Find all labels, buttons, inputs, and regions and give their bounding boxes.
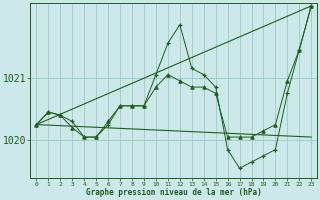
X-axis label: Graphe pression niveau de la mer (hPa): Graphe pression niveau de la mer (hPa) [86,188,262,197]
